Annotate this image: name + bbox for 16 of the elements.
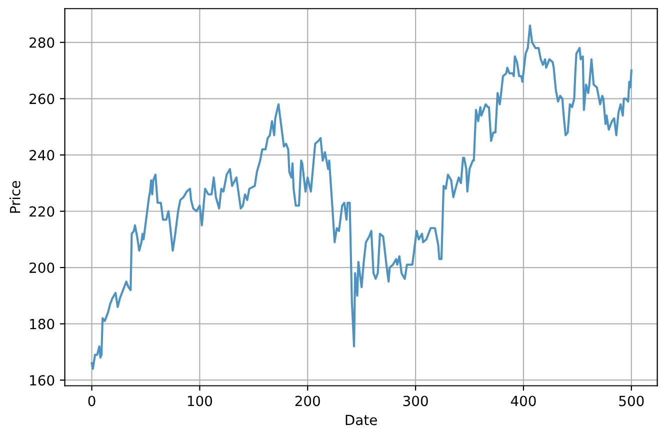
x-tick-label: 100 [188, 396, 212, 406]
x-tick-label: 500 [619, 396, 644, 406]
y-tick-label: 160 [30, 375, 54, 386]
x-tick-label: 200 [295, 396, 320, 406]
line-series [90, 24, 632, 370]
y-tick-label: 240 [30, 150, 54, 160]
y-tick-label: 260 [30, 94, 54, 104]
x-axis-title: Date [346, 414, 377, 426]
x-tick-label: 0 [88, 396, 96, 406]
y-tick-label: 280 [30, 37, 54, 48]
x-tick-label: 300 [403, 396, 428, 406]
y-tick-label: 200 [30, 262, 54, 274]
x-tick-label: 400 [510, 396, 536, 406]
y-axis-title: Price [10, 180, 20, 213]
y-tick-label: 180 [30, 318, 54, 330]
y-tick-label: 220 [30, 206, 54, 217]
